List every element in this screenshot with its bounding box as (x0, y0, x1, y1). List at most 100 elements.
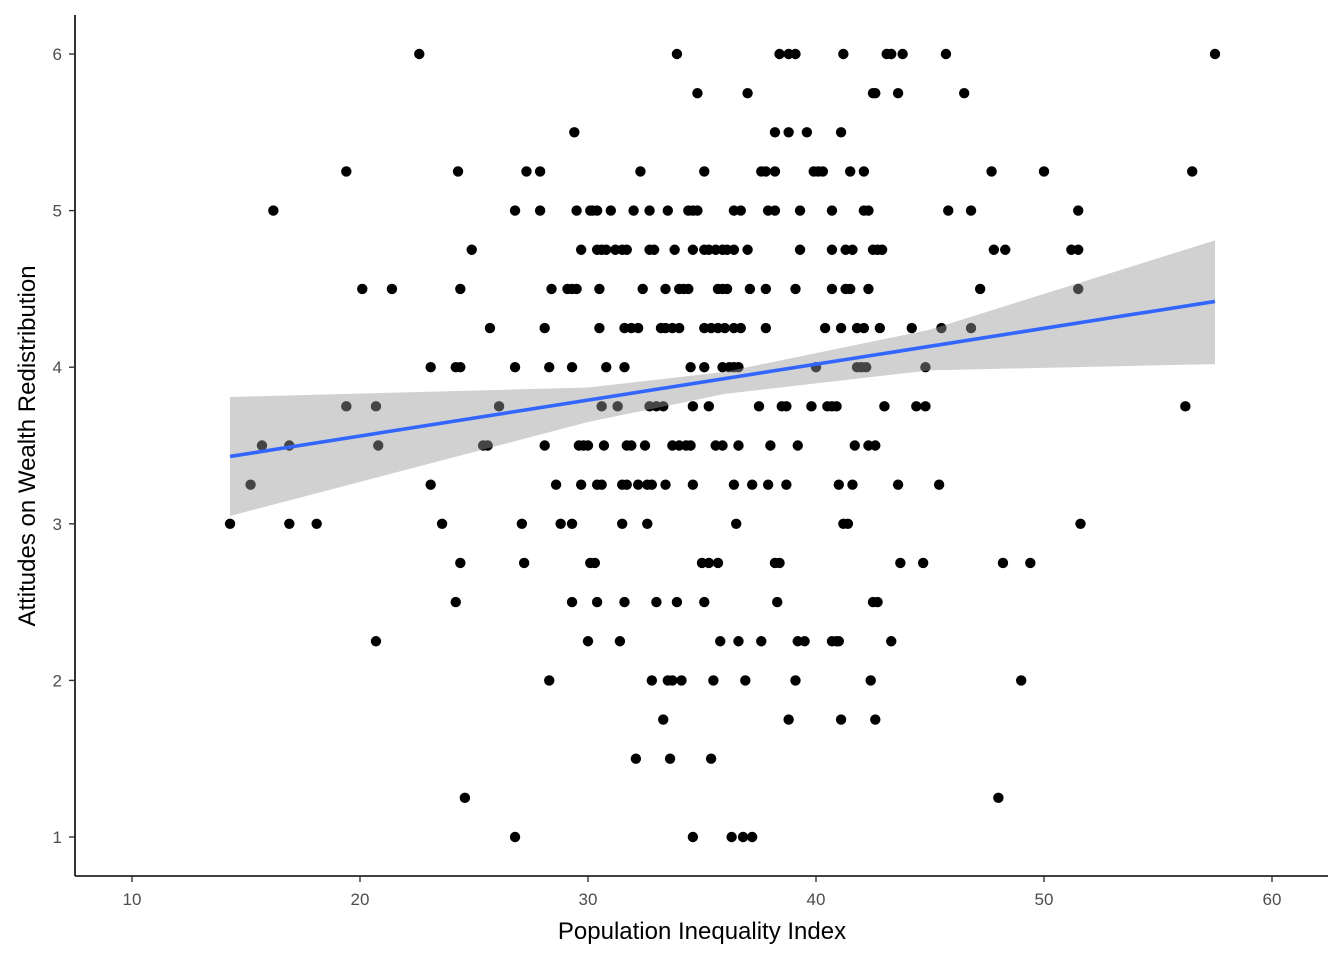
data-point (544, 362, 555, 373)
data-point (544, 675, 555, 686)
data-point (224, 518, 236, 529)
data-point (870, 440, 881, 451)
data-point (847, 479, 858, 490)
data-point (414, 48, 425, 60)
data-point (646, 675, 658, 686)
data-point (847, 244, 858, 255)
data-point (482, 440, 493, 451)
data-point (311, 518, 322, 529)
x-tick-label: 60 (1263, 890, 1282, 909)
data-point (879, 401, 890, 412)
data-point (801, 127, 813, 138)
data-point (671, 596, 683, 608)
data-point (596, 401, 607, 412)
data-point (753, 401, 765, 412)
data-point (917, 557, 929, 569)
data-point (452, 166, 464, 177)
data-point (601, 362, 612, 373)
data-point (746, 831, 758, 843)
data-point (769, 205, 781, 216)
data-point (874, 322, 886, 334)
data-point (783, 127, 794, 138)
data-point (594, 322, 605, 334)
y-tick-label: 2 (53, 671, 62, 690)
data-point (373, 440, 384, 451)
data-point (658, 714, 669, 725)
data-point (635, 166, 646, 177)
y-axis-title: Attitudes on Wealth Redistribution (14, 265, 41, 626)
data-point (612, 401, 623, 412)
data-point (965, 205, 977, 216)
data-point (728, 244, 740, 255)
data-point (357, 283, 368, 295)
data-point (728, 479, 740, 490)
data-point (783, 714, 794, 725)
data-point (619, 596, 630, 608)
data-point (370, 636, 382, 647)
data-point (546, 283, 557, 295)
data-point (817, 166, 829, 177)
data-point (669, 244, 680, 255)
data-point (870, 714, 881, 725)
data-point (648, 244, 660, 255)
points-layer (224, 48, 1221, 843)
data-point (268, 205, 279, 216)
data-point (1073, 283, 1084, 295)
y-tick-label: 6 (53, 45, 62, 64)
data-point (936, 322, 947, 334)
data-point (455, 283, 466, 295)
data-point (566, 596, 578, 608)
data-point (466, 244, 477, 255)
data-point (790, 283, 801, 295)
data-point (733, 440, 744, 451)
data-point (1187, 166, 1198, 177)
data-point (566, 362, 578, 373)
data-point (594, 283, 605, 295)
data-point (1073, 205, 1084, 216)
y-ticks: 1 2 3 4 5 6 (53, 45, 75, 847)
data-point (965, 322, 977, 334)
data-point (550, 479, 562, 490)
x-tick-label: 30 (579, 890, 598, 909)
x-axis-title: Population Inequality Index (558, 918, 846, 945)
data-point (886, 48, 897, 60)
data-point (792, 440, 803, 451)
data-point (683, 283, 694, 295)
data-point (721, 283, 733, 295)
data-point (1073, 244, 1084, 255)
data-point (769, 127, 781, 138)
data-point (628, 205, 639, 216)
data-point (534, 166, 546, 177)
data-point (735, 322, 746, 334)
data-point (642, 518, 653, 529)
data-point (425, 479, 436, 490)
data-point (735, 205, 746, 216)
data-point (892, 87, 904, 99)
data-point (651, 596, 662, 608)
data-point (596, 479, 607, 490)
data-point (733, 362, 744, 373)
data-point (699, 596, 710, 608)
data-point (539, 440, 550, 451)
data-point (863, 283, 874, 295)
data-point (860, 362, 872, 373)
data-point (833, 479, 844, 490)
data-point (455, 557, 466, 569)
data-point (660, 479, 671, 490)
data-point (911, 401, 922, 412)
data-point (842, 518, 854, 529)
data-point (744, 283, 756, 295)
x-tick-label: 40 (807, 890, 826, 909)
data-point (621, 244, 632, 255)
data-point (933, 479, 945, 490)
data-point (835, 127, 847, 138)
data-point (370, 401, 382, 412)
data-point (731, 518, 742, 529)
data-point (692, 87, 703, 99)
data-point (534, 205, 546, 216)
data-point (760, 283, 772, 295)
fit-layer (229, 240, 1216, 516)
data-point (516, 518, 528, 529)
data-point (845, 166, 856, 177)
data-point (737, 831, 749, 843)
